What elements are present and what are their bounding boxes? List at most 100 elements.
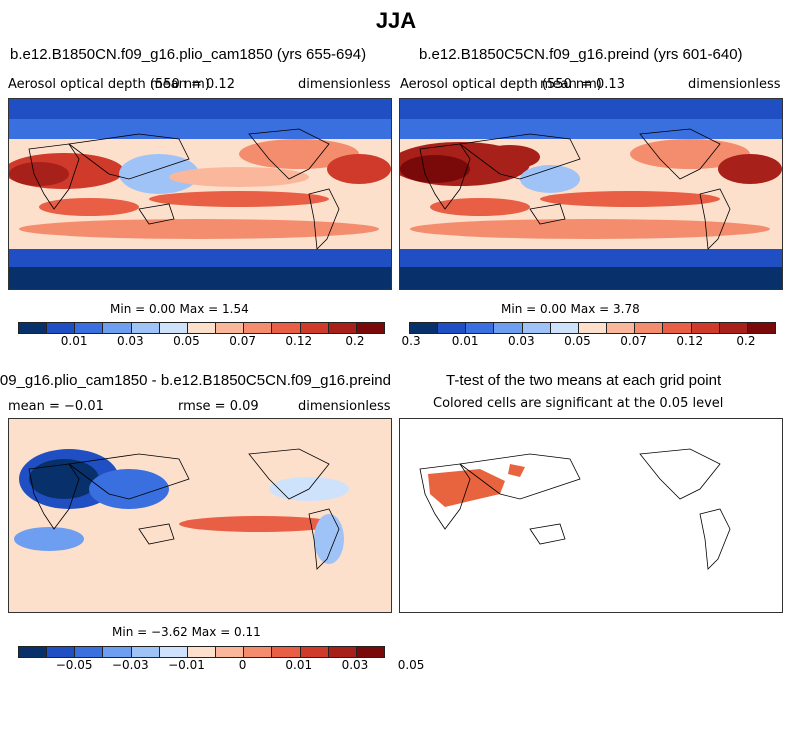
colorbar-segment: [494, 323, 523, 333]
indian-ocean-band: [39, 198, 139, 216]
panel1-colorbar: [18, 322, 385, 334]
panel3-title-clip: b.e12.B1850CN.f09_g16.plio_cam1850 - b.e…: [0, 372, 391, 390]
sahara-dust-core: [9, 162, 69, 186]
panel2-mean: mean = 0.13: [540, 77, 625, 92]
colorbar-segment: [47, 647, 76, 657]
southern-tropics-band: [149, 191, 329, 207]
colorbar-tick-label: 0.3: [401, 334, 421, 348]
colorbar-segment: [663, 323, 692, 333]
colorbar-segment: [272, 323, 301, 333]
indian-ocean-band: [430, 198, 530, 216]
colorbar-tick-label: 0.07: [229, 334, 256, 348]
colorbar-segment: [719, 323, 748, 333]
colorbar-tick-label: 0.01: [60, 334, 88, 348]
asia-negative-diff: [89, 469, 169, 509]
panel3-mean: mean = −0.01: [8, 399, 104, 414]
colorbar-segment: [19, 647, 48, 657]
colorbar-segment: [131, 323, 160, 333]
colorbar-segment: [747, 323, 776, 333]
panel1-map: [8, 98, 392, 290]
panel1-mean: mean = 0.12: [150, 77, 235, 92]
panel4-title: T-test of the two means at each grid poi…: [446, 372, 722, 389]
colorbar-segment: [522, 323, 551, 333]
panel4-map-svg: [400, 419, 782, 612]
colorbar-segment: [356, 323, 385, 333]
colorbar-segment: [216, 323, 245, 333]
asia-dust-plume: [480, 145, 540, 169]
colorbar-segment: [103, 323, 132, 333]
colorbar-tick-label: 0.03: [116, 334, 144, 348]
southern-ocean-band: [19, 219, 379, 239]
colorbar-segment: [75, 323, 104, 333]
southern-tropics-band: [540, 191, 720, 207]
colorbar-tick-label: 0.05: [173, 334, 200, 348]
colorbar-segment: [272, 647, 301, 657]
colorbar-segment: [187, 323, 217, 333]
colorbar-tick-label: 0.2: [345, 334, 365, 348]
panel2-units: dimensionless: [688, 77, 781, 92]
colorbar-segment: [328, 323, 357, 333]
pacific-band: [169, 167, 309, 187]
panel1-minmax: Min = 0.00 Max = 1.54: [110, 302, 249, 316]
arctic-band-dark: [400, 99, 782, 119]
colorbar-segment: [607, 323, 636, 333]
colorbar-segment: [187, 647, 217, 657]
arctic-band-dark: [9, 99, 391, 119]
colorbar-segment: [244, 323, 273, 333]
panel3-colorbar: [18, 646, 385, 658]
colorbar-tick-label: 0.12: [676, 334, 704, 348]
colorbar-segment: [47, 323, 76, 333]
colorbar-tick-label: 0.07: [620, 334, 647, 348]
south-america-diff: [314, 514, 344, 564]
colorbar-segment: [328, 647, 357, 657]
southern-ocean-band: [410, 219, 770, 239]
pacific-positive-diff: [179, 516, 339, 532]
colorbar-segment: [244, 647, 273, 657]
panel2-colorbar: [409, 322, 776, 334]
north-america-plume: [630, 139, 750, 169]
panel4-subtitle: Colored cells are significant at the 0.0…: [433, 396, 724, 411]
coastlines: [419, 128, 731, 250]
colorbar-segment: [159, 647, 188, 657]
colorbar-tick-label: 0.12: [285, 334, 313, 348]
colorbar-tick-label: 0.03: [341, 658, 369, 672]
colorbar-tick-label: −0.05: [55, 658, 93, 672]
asia-low-aod: [119, 154, 199, 194]
coastlines: [419, 448, 731, 570]
colorbar-segment: [550, 323, 579, 333]
colorbar-tick-label: 0.05: [564, 334, 591, 348]
colorbar-segment: [635, 323, 664, 333]
colorbar-tick-label: 0.01: [451, 334, 479, 348]
significant-region-sahara: [428, 469, 505, 507]
colorbar-segment: [438, 323, 467, 333]
colorbar-segment: [300, 647, 329, 657]
colorbar-tick-label: 0.03: [507, 334, 535, 348]
panel3-units: dimensionless: [298, 399, 391, 414]
colorbar-segment: [131, 647, 160, 657]
panel1-map-svg: [9, 99, 391, 289]
coastlines: [28, 128, 340, 250]
north-america-plume: [239, 139, 359, 169]
colorbar-tick-label: −0.01: [168, 658, 205, 672]
panel3-map: [8, 418, 392, 613]
colorbar-tick-label: 0.01: [285, 658, 313, 672]
panel1-units: dimensionless: [298, 77, 391, 92]
map-background: [400, 419, 782, 612]
colorbar-tick-label: 0: [238, 658, 247, 672]
main-title: JJA: [375, 8, 417, 33]
panel3-title: b.e12.B1850CN.f09_g16.plio_cam1850 - b.e…: [0, 372, 391, 389]
colorbar-segment: [300, 323, 329, 333]
colorbar-segment: [216, 647, 245, 657]
colorbar-tick-label: −0.03: [111, 658, 149, 672]
colorbar-segment: [410, 323, 439, 333]
colorbar-segment: [103, 647, 132, 657]
antarctic-band-dark: [400, 267, 782, 289]
panel2-map-svg: [400, 99, 782, 289]
antarctic-band-dark: [9, 267, 391, 289]
panel2-variable: Aerosol optical depth (550 nm): [400, 77, 602, 92]
colorbar-tick-label: 0.05: [397, 658, 425, 672]
colorbar-segment: [578, 323, 608, 333]
sahara-dust-core: [400, 155, 470, 183]
colorbar-segment: [466, 323, 495, 333]
colorbar-segment: [356, 647, 385, 657]
